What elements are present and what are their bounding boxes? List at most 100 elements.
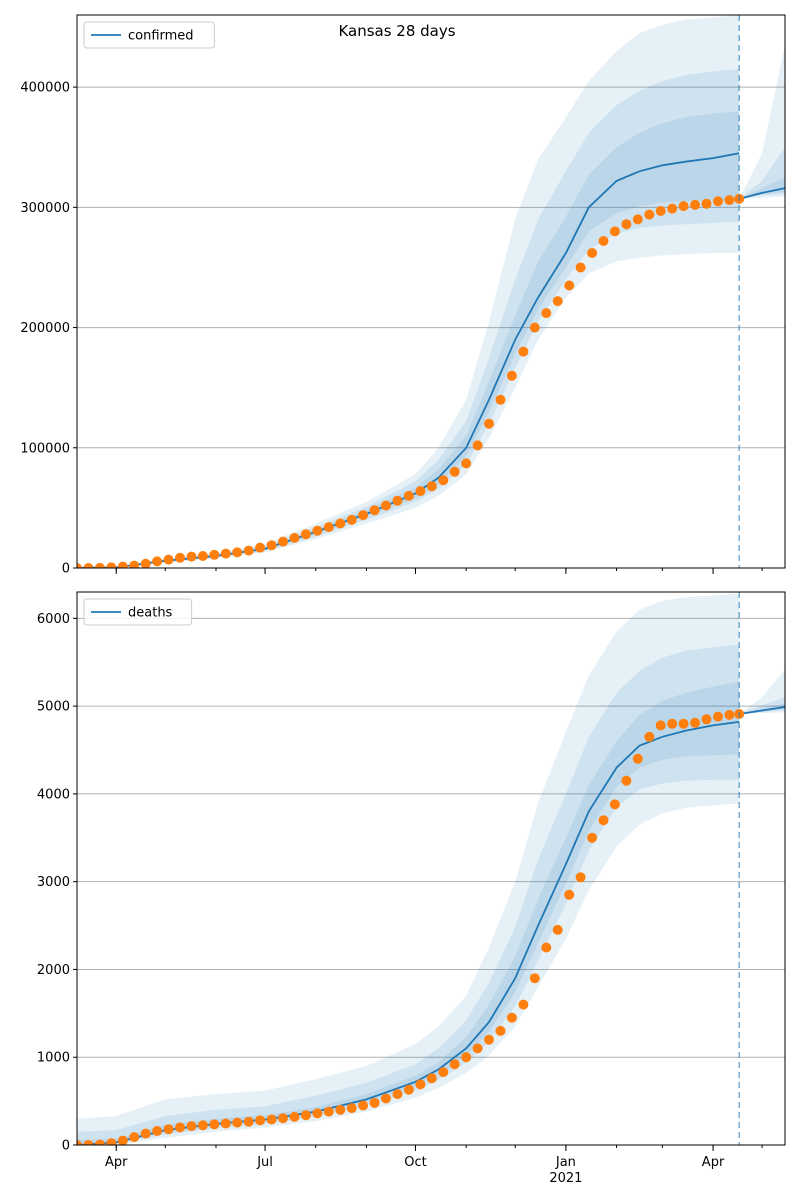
observed-point (667, 203, 678, 214)
observed-point (358, 510, 369, 521)
observed-point (403, 490, 414, 501)
observed-point (449, 1059, 460, 1070)
observed-point (438, 1067, 449, 1078)
observed-point (541, 308, 552, 319)
observed-point (392, 495, 403, 506)
observed-point (323, 1106, 334, 1117)
observed-point (461, 1052, 472, 1063)
observed-point (346, 514, 357, 525)
y-tick-label: 100000 (20, 441, 70, 456)
observed-point (713, 196, 723, 207)
observed-point (690, 717, 701, 728)
observed-point (163, 554, 174, 565)
observed-point (278, 536, 288, 547)
panel-2: 0 1000 2000 3000 4000 5000 6000 Apr Jul Oct Jan Apr… (37, 591, 786, 1186)
observed-point (495, 394, 506, 405)
observed-point (300, 529, 311, 540)
observed-point (438, 475, 449, 486)
observed-point (140, 558, 151, 568)
observed-point (701, 714, 712, 725)
observed-point (587, 248, 598, 258)
observed-point (690, 199, 701, 210)
observed-point (518, 346, 529, 357)
observed-point (518, 999, 529, 1010)
observed-point (598, 236, 609, 246)
y-tick-label: 2000 (37, 963, 70, 978)
observed-point (621, 775, 632, 786)
observed-point (713, 711, 723, 722)
observed-point (598, 815, 609, 826)
x-year-label: 2021 (549, 1171, 582, 1186)
observed-point (197, 551, 208, 561)
observed-point (266, 1114, 277, 1125)
observed-point (209, 549, 220, 560)
observed-point (495, 1025, 506, 1036)
observed-point (129, 560, 140, 568)
observed-point (243, 1116, 254, 1127)
observed-point (335, 518, 346, 529)
observed-point (426, 481, 437, 492)
legend-label: confirmed (128, 29, 194, 44)
observed-point (300, 1110, 311, 1121)
observed-point (609, 226, 620, 237)
plot-area (77, 15, 785, 568)
legend: deaths (83, 598, 193, 626)
observed-point (552, 924, 563, 935)
observed-point (472, 440, 483, 451)
y-tick-label: 300000 (20, 201, 70, 216)
observed-point (701, 198, 712, 209)
observed-point (152, 556, 163, 567)
uncertainty-band-1 (77, 593, 740, 1145)
observed-point (461, 458, 472, 469)
observed-point (232, 547, 243, 558)
observed-point (644, 209, 655, 220)
observed-point (106, 1138, 117, 1145)
plot-frame (76, 591, 786, 1146)
observed-point (209, 1119, 220, 1130)
observed-series (77, 709, 745, 1145)
y-tick-label: 3000 (37, 875, 70, 890)
observed-point (564, 889, 575, 900)
plot-frame (76, 14, 786, 569)
observed-point (506, 1012, 517, 1023)
observed-point (94, 1139, 105, 1145)
observed-point (381, 1093, 391, 1104)
observed-point (323, 522, 334, 533)
observed-point (77, 1140, 82, 1145)
observed-point (369, 1097, 380, 1108)
legend-box (83, 598, 193, 626)
observed-point (220, 548, 231, 559)
chart-panels: 0 100000 200000 300000 400000 confirmed 0 1000 2… (20, 14, 786, 1186)
observed-point (106, 562, 117, 568)
forecast-band-1 (739, 45, 785, 199)
observed-point (381, 500, 391, 511)
observed-point (83, 1140, 94, 1145)
observed-point (529, 973, 540, 984)
observed-point (232, 1117, 243, 1128)
observed-point (529, 322, 540, 333)
x-tick-label: Oct (404, 1155, 426, 1170)
observed-point (94, 562, 105, 568)
x-tick-label: Jul (256, 1155, 273, 1170)
forecast-band-3 (739, 177, 785, 199)
observed-point (255, 542, 266, 553)
y-tick-label: 6000 (37, 612, 70, 627)
observed-point (449, 466, 460, 477)
observed-point (266, 540, 277, 551)
forecast-line (739, 706, 785, 715)
observed-point (278, 1113, 288, 1124)
observed-series (77, 193, 745, 568)
observed-point (655, 206, 666, 216)
observed-point (621, 219, 632, 230)
observed-point (609, 799, 620, 810)
y-tick-label: 400000 (20, 81, 70, 96)
observed-point (358, 1100, 369, 1111)
observed-point (587, 832, 598, 843)
observed-point (575, 872, 586, 883)
legend: confirmed (83, 21, 215, 49)
observed-point (369, 505, 380, 516)
observed-point (724, 709, 735, 720)
forecast-line (738, 187, 785, 200)
y-tick-label: 4000 (37, 787, 70, 802)
